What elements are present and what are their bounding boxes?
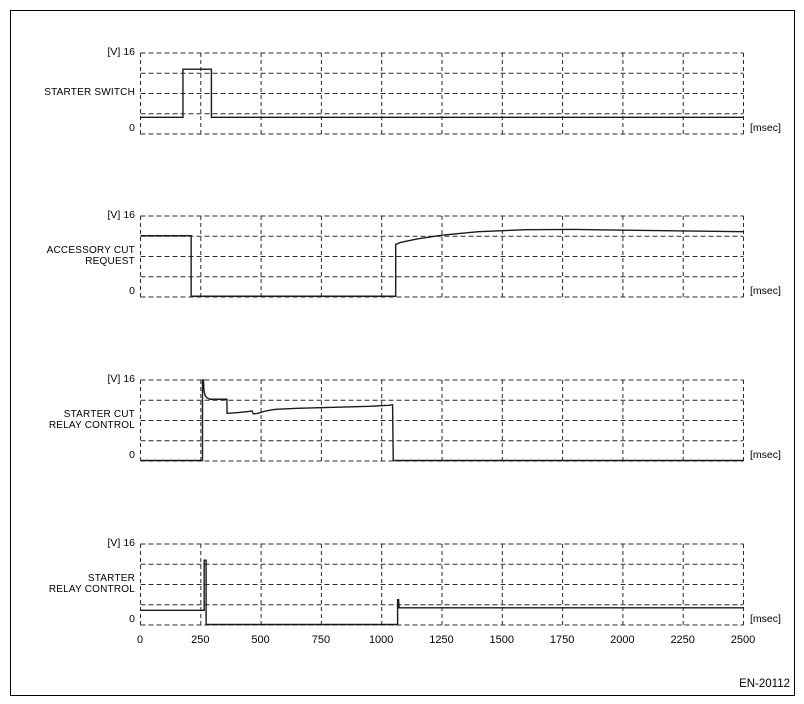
- x-tick-label: 1000: [368, 634, 394, 646]
- y-axis-max-label: [V] 16: [8, 46, 135, 58]
- x-tick-label: 2500: [730, 634, 756, 646]
- x-tick-label: 2250: [670, 634, 695, 646]
- x-tick-label: 500: [251, 634, 270, 646]
- x-axis-unit-label: [msec]: [750, 449, 781, 461]
- waveform-plot-starter-cut-relay-control: [140, 379, 744, 462]
- waveform-line: [140, 228, 744, 297]
- x-axis-tick-labels: 0 250 500 750 1000 1250 1500 1750 2000 2250 2500: [0, 634, 804, 648]
- chart-starter-relay-control: [V] 16 STARTER RELAY CONTROL 0 [msec]: [0, 537, 804, 626]
- signal-label-line: ACCESSORY CUT: [46, 244, 135, 256]
- y-axis-unit: [V]: [107, 209, 121, 221]
- y-axis-max-value: 16: [123, 209, 135, 221]
- signal-label-starter-switch: STARTER SWITCH: [8, 52, 135, 134]
- signal-label-starter-cut-relay-control: STARTER CUT RELAY CONTROL: [8, 379, 135, 461]
- y-axis-max-label: [V] 16: [8, 537, 135, 549]
- x-tick-label: 1750: [549, 634, 575, 646]
- y-axis-max-label: [V] 16: [8, 373, 135, 385]
- figure-code: EN-20112: [739, 678, 790, 690]
- y-axis-zero-label: 0: [129, 449, 135, 461]
- x-tick-label: 250: [191, 634, 210, 646]
- x-tick-label: 0: [136, 634, 144, 646]
- waveform-plot-starter-relay-control: [140, 543, 744, 626]
- y-axis-unit: [V]: [107, 373, 121, 385]
- x-axis-unit-label: [msec]: [750, 613, 781, 625]
- x-tick-label: 750: [311, 634, 331, 646]
- y-axis-unit: [V]: [107, 46, 121, 58]
- waveform-plot-accessory-cut-request: [140, 215, 744, 298]
- waveform-line: [140, 379, 744, 462]
- y-axis-max-label: [V] 16: [8, 209, 135, 221]
- y-axis-max-value: 16: [123, 46, 135, 58]
- signal-label-line: STARTER CUT: [63, 408, 135, 420]
- signal-label-line: RELAY CONTROL: [48, 420, 135, 431]
- x-tick-label: 1500: [489, 634, 515, 646]
- signal-label-line: REQUEST: [85, 256, 135, 267]
- x-axis-unit-label: [msec]: [750, 122, 781, 134]
- y-axis-unit: [V]: [107, 537, 121, 549]
- x-tick-label: 2000: [610, 634, 635, 646]
- chart-starter-cut-relay-control: [V] 16 STARTER CUT RELAY CONTROL 0 [msec]: [0, 373, 804, 462]
- signal-label-line: RELAY CONTROL: [48, 584, 135, 595]
- y-axis-zero-label: 0: [129, 285, 135, 297]
- signal-label-line: STARTER: [87, 572, 135, 584]
- x-tick-label: 1250: [429, 634, 454, 646]
- y-axis-max-value: 16: [123, 373, 135, 385]
- waveform-line: [140, 559, 744, 626]
- y-axis-max-value: 16: [123, 537, 135, 549]
- waveform-plot-starter-switch: [140, 52, 744, 135]
- x-axis-unit-label: [msec]: [750, 285, 781, 297]
- y-axis-zero-label: 0: [129, 122, 135, 134]
- signal-label-starter-relay-control: STARTER RELAY CONTROL: [8, 543, 135, 625]
- chart-starter-switch: [V] 16 STARTER SWITCH 0 [msec]: [0, 46, 804, 135]
- signal-label-accessory-cut-request: ACCESSORY CUT REQUEST: [8, 215, 135, 297]
- signal-label-line: STARTER SWITCH: [44, 87, 135, 99]
- y-axis-zero-label: 0: [129, 613, 135, 625]
- chart-accessory-cut-request: [V] 16 ACCESSORY CUT REQUEST 0 [msec]: [0, 209, 804, 298]
- waveform-line: [140, 68, 744, 118]
